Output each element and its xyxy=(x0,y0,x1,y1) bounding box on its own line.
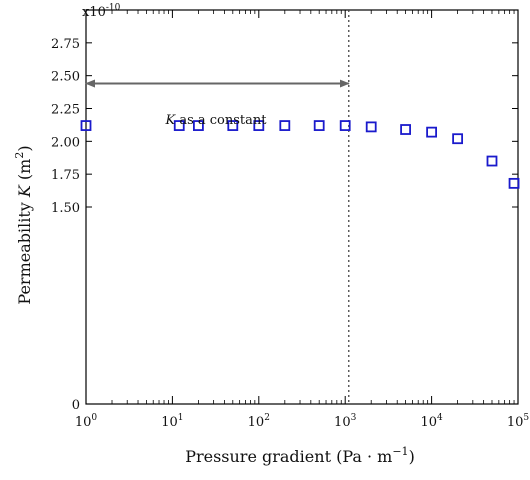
data-point xyxy=(173,120,185,131)
data-point xyxy=(253,120,265,131)
plot-frame xyxy=(85,9,519,405)
x-tick-label: 101 xyxy=(161,413,183,430)
data-point xyxy=(80,120,92,131)
data-point xyxy=(365,121,377,133)
x-tick-label: 100 xyxy=(75,413,98,430)
y-tick-label: 2.50 xyxy=(51,70,80,85)
y-multiplier-exp: -10 xyxy=(106,3,121,13)
y-multiplier: x10-10 xyxy=(82,3,121,20)
y-tick-label: 0 xyxy=(72,398,80,413)
data-point xyxy=(313,120,325,131)
data-point xyxy=(486,155,498,167)
x-axis-label: Pressure gradient (Pa · m−1) xyxy=(185,445,415,466)
data-point xyxy=(227,120,239,131)
data-point xyxy=(400,124,411,135)
axis-ticks: 0 1.50 1.75 2.00 2.25 2.50 2.75 100 101 102 103 104… xyxy=(51,10,529,430)
x-axis-label-sup: −1 xyxy=(392,445,408,458)
x-axis-label-main: Pressure gradient (Pa · m xyxy=(185,447,392,466)
annotation-var: K xyxy=(164,113,176,128)
y-axis-label-unit: (m xyxy=(15,159,34,186)
x-tick-label: 104 xyxy=(420,413,443,430)
data-point xyxy=(508,177,520,189)
y-axis-label-end: ) xyxy=(15,145,34,151)
x-tick-label: 105 xyxy=(507,413,530,430)
y-tick-label: 2.75 xyxy=(51,37,80,52)
plot-area xyxy=(85,9,519,405)
y-multiplier-base: x10 xyxy=(82,5,106,20)
y-axis-label-var: K xyxy=(15,184,34,198)
y-axis-label-sup: 2 xyxy=(13,152,26,159)
y-axis-label: Permeability K (m2) xyxy=(13,145,34,304)
annotation-label: as a constant xyxy=(175,113,267,128)
y-tick-label: 2.00 xyxy=(51,135,80,150)
data-point xyxy=(279,120,291,131)
y-tick-label: 2.25 xyxy=(51,103,80,118)
y-axis-label-main: Permeability xyxy=(15,197,34,305)
data-point xyxy=(339,120,351,131)
data-point xyxy=(452,133,464,145)
x-axis-label-end: ) xyxy=(409,447,415,466)
data-markers xyxy=(80,120,520,189)
y-tick-label: 1.50 xyxy=(51,201,80,216)
data-point xyxy=(426,126,438,138)
data-point xyxy=(193,120,204,131)
x-tick-label: 103 xyxy=(334,413,357,430)
x-tick-label: 102 xyxy=(248,413,270,430)
annotation-text: K as a constant xyxy=(164,113,267,128)
y-tick-label: 1.75 xyxy=(51,168,80,183)
